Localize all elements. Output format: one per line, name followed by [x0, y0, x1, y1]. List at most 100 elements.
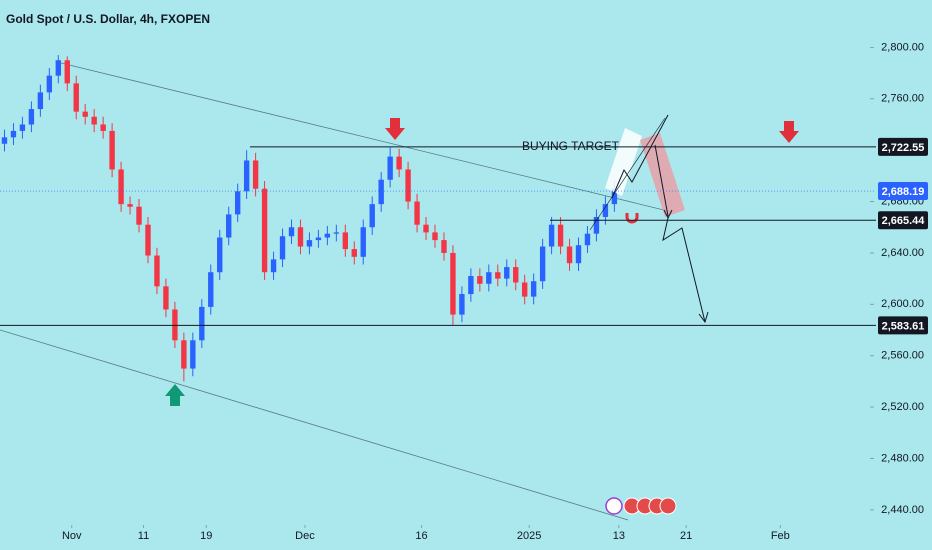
candle-body	[100, 124, 106, 131]
candle-body	[360, 227, 366, 257]
level-label: 2,583.61	[882, 320, 925, 332]
candle-body	[396, 156, 402, 170]
level-tag	[878, 316, 928, 335]
candle-body	[19, 124, 26, 131]
candle-body	[468, 276, 474, 295]
x-tick-label: Dec	[295, 530, 315, 542]
candle-body	[441, 240, 447, 253]
candle-body	[387, 156, 393, 180]
candle-body	[118, 169, 124, 205]
event-icons	[605, 497, 677, 515]
candle-body	[288, 227, 295, 237]
candle-body	[593, 216, 600, 234]
level-label: 2,722.55	[882, 142, 925, 154]
y-tick-label: 2,440.00	[881, 504, 924, 516]
candle-body	[530, 281, 537, 297]
candle-body	[315, 237, 322, 241]
candle-body	[342, 232, 348, 250]
candle-body	[575, 245, 582, 264]
candle-body	[55, 60, 61, 76]
projection-down-box	[640, 133, 685, 217]
projection-drop-2	[662, 217, 706, 323]
candle-body	[136, 206, 142, 225]
last-price-label: 2,688.19	[882, 186, 925, 198]
plot-area	[1, 55, 618, 382]
x-tick-label: 11	[138, 530, 149, 542]
level-tag	[878, 137, 928, 156]
candle-body	[324, 233, 331, 238]
projection-up-box	[605, 128, 642, 196]
candle-body	[217, 237, 223, 273]
candle-body	[226, 214, 232, 238]
candle-body	[109, 130, 115, 170]
candle-body	[190, 340, 196, 369]
icon	[659, 497, 677, 515]
candle-body	[181, 340, 187, 369]
candle-body	[270, 259, 277, 273]
level-tag	[878, 211, 928, 230]
candle-body	[234, 191, 241, 215]
candle-body	[73, 83, 79, 112]
y-tick-label: 2,600.00	[881, 298, 924, 310]
arrow-down	[779, 121, 799, 143]
x-tick-label: 21	[680, 530, 692, 542]
icon	[605, 497, 623, 515]
arrow-up	[165, 384, 185, 406]
candle-body	[414, 201, 420, 225]
candle-body	[548, 224, 555, 247]
y-tick-label: 2,640.00	[881, 247, 924, 259]
chart-title: Gold Spot / U.S. Dollar, 4h, FXOPEN	[6, 12, 210, 26]
candle-body	[557, 224, 564, 247]
candle-body	[252, 160, 259, 189]
last-price-tag	[878, 182, 928, 201]
candle-body	[459, 294, 465, 315]
candle-body	[199, 306, 205, 341]
projection-drop	[654, 144, 669, 217]
candle-body	[369, 204, 375, 228]
support-line	[589, 117, 666, 231]
candle-body	[486, 272, 492, 284]
candle-body	[145, 224, 151, 256]
candle-body	[1, 137, 8, 144]
candle-body	[172, 309, 178, 341]
candle-body	[46, 75, 53, 93]
x-tick-label: 16	[415, 530, 427, 542]
y-tick-label: 2,760.00	[881, 93, 924, 105]
candle-body	[37, 92, 44, 110]
candle-body	[566, 246, 573, 264]
candle-body	[163, 286, 169, 310]
candle-body	[64, 60, 70, 84]
candle-body	[423, 224, 429, 233]
candle-body	[127, 204, 133, 207]
candle-body	[243, 160, 250, 192]
y-tick-label: 2,520.00	[881, 401, 924, 413]
candle-body	[82, 111, 88, 117]
candle-body	[10, 130, 17, 138]
candle-body	[522, 282, 528, 297]
candle-body	[297, 227, 304, 247]
candle-body	[28, 109, 35, 125]
y-tick-label: 2,560.00	[881, 350, 924, 362]
arrow-head	[698, 311, 709, 324]
candle-body	[261, 188, 268, 273]
x-tick-label: 13	[613, 530, 625, 542]
candle-body	[306, 240, 313, 247]
y-tick-label: 2,480.00	[881, 452, 924, 464]
projection-path	[611, 114, 669, 199]
y-tick-label: 2,800.00	[881, 41, 924, 53]
channel-top	[56, 61, 673, 213]
candle-body	[405, 169, 411, 202]
candle-body	[584, 233, 591, 246]
x-tick-label: 2025	[517, 530, 541, 542]
candle-body	[477, 276, 483, 284]
candle-body	[602, 204, 609, 217]
candle-body	[495, 272, 501, 279]
x-tick-label: Feb	[771, 530, 790, 542]
candle-body	[539, 246, 546, 282]
level-label: 2,665.44	[882, 215, 926, 227]
candle-body	[91, 116, 97, 125]
channel-bottom	[0, 329, 629, 521]
candle-body	[504, 267, 510, 279]
